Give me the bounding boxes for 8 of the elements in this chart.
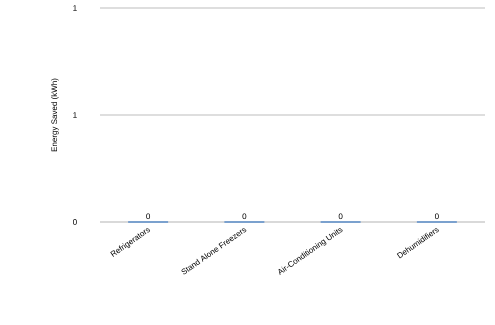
y-tick-label: 1 [73, 5, 77, 11]
y-tick-label: 0 [73, 219, 77, 225]
y-axis-title: Energy Saved (kWh) [51, 78, 59, 152]
y-tick-label: 1 [73, 112, 77, 118]
data-label: 0 [338, 213, 343, 220]
data-label: 0 [434, 213, 439, 220]
data-label: 0 [242, 213, 246, 220]
data-label: 0 [146, 213, 150, 220]
